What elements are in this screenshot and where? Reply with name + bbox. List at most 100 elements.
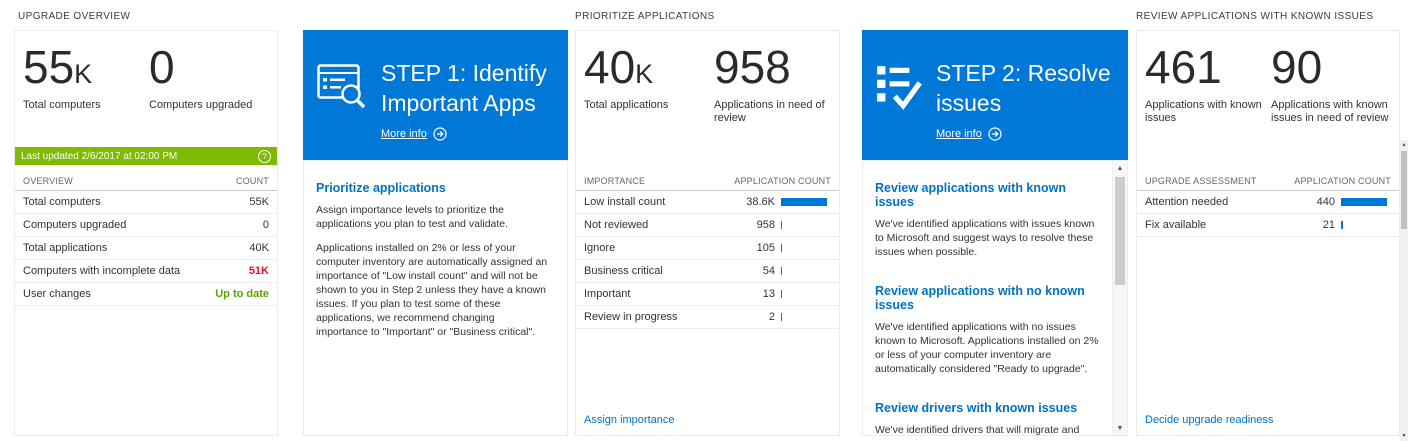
row-label: Not reviewed [584, 219, 649, 231]
scroll-thumb[interactable] [1115, 177, 1125, 285]
stat-label: Total computers [23, 99, 101, 111]
scrollbar[interactable]: ▲ ▼ [1112, 161, 1127, 435]
review-no-known-issues-heading[interactable]: Review applications with no known issues [875, 284, 1085, 312]
table-row[interactable]: Fix available 21 [1137, 214, 1399, 237]
review-drivers-heading[interactable]: Review drivers with known issues [875, 401, 1078, 415]
upgrade-assessment-table: UPGRADE ASSESSMENT APPLICATION COUNT Att… [1137, 171, 1399, 237]
overview-table: OVERVIEW COUNT Total computers 55K Compute… [15, 171, 277, 306]
review-stats: 461 Applications with known issues 90 Ap… [1145, 43, 1395, 125]
row-label: Total computers [23, 196, 101, 208]
assign-importance-link[interactable]: Assign importance [584, 414, 675, 426]
table-row[interactable]: Review in progress 2 [576, 306, 839, 329]
identify-apps-icon [317, 64, 366, 109]
row-label: User changes [23, 288, 91, 300]
section-header-overview: UPGRADE OVERVIEW [18, 11, 131, 22]
help-icon[interactable]: ? [258, 149, 271, 163]
table-header: UPGRADE ASSESSMENT APPLICATION COUNT [1137, 171, 1399, 191]
stat-value: 461 [1145, 41, 1222, 93]
review-panel: 461 Applications with known issues 90 Ap… [1136, 30, 1400, 436]
prioritize-apps-heading[interactable]: Prioritize applications [316, 181, 446, 195]
table-row[interactable]: Computers upgraded 0 [15, 214, 277, 237]
overview-stats: 55K Total computers 0 Computers upgraded [23, 43, 273, 112]
prioritize-stats: 40K Total applications 958 Applications … [584, 43, 835, 125]
scroll-up-button[interactable]: ▲ [1116, 165, 1124, 172]
row-bar [781, 198, 831, 206]
arrow-circle-icon [433, 127, 447, 141]
scroll-down-button[interactable]: ▼ [1116, 425, 1124, 432]
row-value: 40K [249, 242, 269, 254]
row-value: 51K [248, 265, 269, 277]
column-header: COUNT [236, 176, 269, 186]
table-row[interactable]: Business critical 54 [576, 260, 839, 283]
description-text: Assign importance levels to prioritize t… [316, 204, 509, 230]
table-body: Attention needed 440 Fix available 21 [1137, 191, 1399, 237]
step1-card[interactable]: STEP 1: Identify Important Apps More inf… [303, 30, 568, 160]
column-header: APPLICATION COUNT [734, 176, 831, 186]
row-value: 21 [1322, 219, 1335, 231]
row-value: 958 [756, 219, 775, 231]
table-row[interactable]: Computers with incomplete data 51K [15, 260, 277, 283]
scroll-thumb[interactable] [1401, 151, 1407, 229]
table-body: Total computers 55K Computers upgraded 0 Tot… [15, 191, 277, 306]
row-label: Review in progress [584, 311, 678, 323]
row-bar [781, 244, 831, 252]
table-row[interactable]: Attention needed 440 [1137, 191, 1399, 214]
table-row[interactable]: Important 13 [576, 283, 839, 306]
row-bar [781, 313, 831, 321]
row-value: 55K [249, 196, 269, 208]
stat-label: Applications in need of review [714, 99, 825, 124]
review-section: Review applications with known issues We… [875, 181, 1103, 259]
step2-title: STEP 2: Resolve issues [936, 60, 1111, 116]
row-label: Important [584, 288, 631, 300]
row-label: Business critical [584, 265, 663, 277]
table-row[interactable]: Ignore 105 [576, 237, 839, 260]
review-known-issues-heading[interactable]: Review applications with known issues [875, 181, 1067, 209]
table-row[interactable]: User changes Up to date [15, 283, 277, 306]
column-header: APPLICATION COUNT [1294, 176, 1391, 186]
table-row[interactable]: Total applications 40K [15, 237, 277, 260]
stat-apps-known-issues: 461 Applications with known issues [1145, 43, 1271, 125]
row-value: 2 [768, 311, 775, 323]
stat-label: Total applications [584, 99, 669, 111]
row-value: 13 [762, 288, 775, 300]
row-value: 105 [756, 242, 775, 254]
row-value: Up to date [215, 288, 269, 300]
step2-card[interactable]: STEP 2: Resolve issues More info [862, 30, 1128, 160]
stat-value: 958 [714, 41, 791, 93]
table-row[interactable]: Total computers 55K [15, 191, 277, 214]
scroll-up-button[interactable]: ▲ [1401, 142, 1407, 148]
row-label: Attention needed [1145, 196, 1229, 208]
overview-panel: 55K Total computers 0 Computers upgraded… [14, 30, 278, 436]
more-info-link[interactable]: More info [381, 127, 447, 141]
step2-description-panel: Review applications with known issues We… [862, 160, 1128, 436]
resolve-issues-icon [877, 66, 922, 110]
stat-label: Applications with known issues [1145, 99, 1262, 124]
table-body: Low install count 38.6K Not reviewed 958 Ign… [576, 191, 839, 329]
column-header: OVERVIEW [23, 176, 73, 186]
decide-upgrade-readiness-link[interactable]: Decide upgrade readiness [1145, 414, 1274, 426]
row-value: 0 [262, 219, 269, 231]
description-text: We've identified applications with no is… [875, 321, 1099, 375]
row-value: 38.6K [746, 196, 775, 208]
stat-label: Computers upgraded [149, 99, 253, 111]
row-value: 440 [1316, 196, 1335, 208]
row-bar [781, 290, 831, 298]
column-header: IMPORTANCE [584, 176, 646, 186]
description-text: Applications installed on 2% or less of … [316, 242, 548, 338]
table-row[interactable]: Low install count 38.6K [576, 191, 839, 214]
row-label: Total applications [23, 242, 108, 254]
row-bar [781, 267, 831, 275]
row-bar [781, 221, 831, 229]
page-scrollbar[interactable]: ▲ ▼ [1400, 140, 1408, 441]
row-label: Computers upgraded [23, 219, 127, 231]
table-row[interactable]: Not reviewed 958 [576, 214, 839, 237]
scroll-down-button[interactable]: ▼ [1401, 433, 1407, 439]
description-text: We've identified drivers that will migra… [875, 424, 1080, 436]
more-info-link[interactable]: More info [936, 127, 1002, 141]
last-updated-text: Last updated 2/6/2017 at 02:00 PM [21, 150, 178, 162]
table-header: OVERVIEW COUNT [15, 171, 277, 191]
step1-title: STEP 1: Identify Important Apps [381, 60, 547, 116]
stat-value: 40K [584, 41, 654, 93]
row-label: Low install count [584, 196, 666, 208]
